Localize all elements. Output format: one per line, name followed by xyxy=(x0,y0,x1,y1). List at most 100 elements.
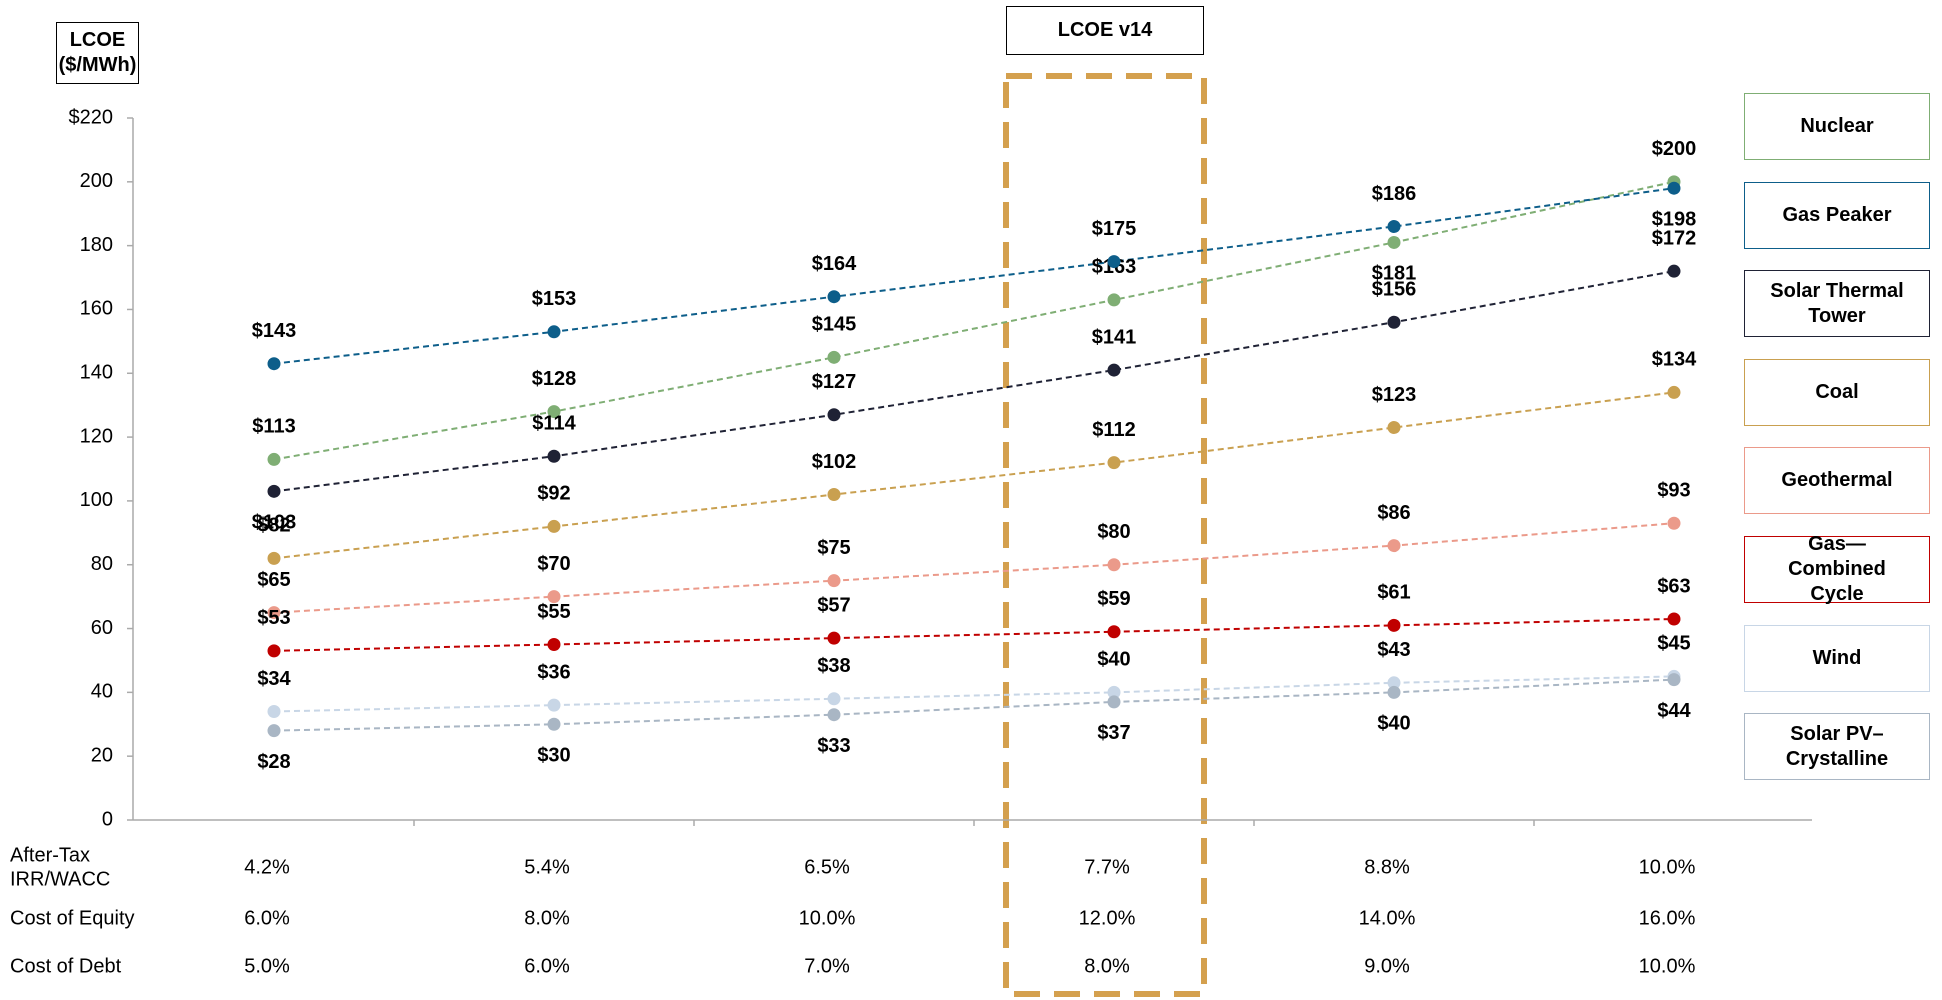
data-point xyxy=(547,698,561,712)
row-value: 9.0% xyxy=(1364,955,1410,977)
row-value: 7.0% xyxy=(804,955,850,977)
data-label: $45 xyxy=(1657,633,1690,655)
data-label: $33 xyxy=(817,735,850,757)
data-label: $172 xyxy=(1652,227,1697,249)
legend-item: Solar PV–Crystalline xyxy=(1744,713,1930,781)
row-value: 6.0% xyxy=(244,907,290,929)
data-label: $70 xyxy=(537,553,570,575)
row-label: IRR/WACC xyxy=(10,868,110,890)
data-label: $113 xyxy=(252,416,295,438)
y-axis-label: LCOE ($/MWh) xyxy=(56,22,139,84)
data-point xyxy=(827,692,841,706)
highlight-box xyxy=(1003,73,1207,997)
data-label: $28 xyxy=(257,751,290,773)
data-label: $63 xyxy=(1657,575,1690,597)
data-point xyxy=(1387,219,1401,233)
legend-item: Solar Thermal Tower xyxy=(1744,270,1930,338)
data-point xyxy=(1387,685,1401,699)
data-label: $143 xyxy=(252,320,297,342)
data-point xyxy=(547,405,561,419)
data-label: $164 xyxy=(812,253,857,275)
data-point xyxy=(1107,363,1121,377)
chart-title: LCOE v14 xyxy=(1006,6,1204,55)
data-point xyxy=(267,644,281,658)
legend-item: Coal xyxy=(1744,358,1930,426)
data-label: $36 xyxy=(537,661,570,683)
series-line xyxy=(273,180,1675,461)
row-value: 10.0% xyxy=(1639,955,1696,977)
data-label: $128 xyxy=(532,368,577,390)
data-point xyxy=(547,449,561,463)
data-point xyxy=(547,638,561,651)
data-label: $86 xyxy=(1377,502,1410,524)
y-tick-label: 140 xyxy=(80,362,113,384)
data-point xyxy=(267,724,281,738)
data-label: $82 xyxy=(257,515,290,537)
data-label: $34 xyxy=(257,668,291,690)
data-label: $43 xyxy=(1377,639,1410,661)
data-label: $181 xyxy=(1372,263,1417,285)
row-value: 6.0% xyxy=(524,955,570,977)
legend-item: Nuclear xyxy=(1744,93,1930,160)
row-value: 8.8% xyxy=(1364,856,1410,878)
data-point xyxy=(547,519,561,533)
data-point xyxy=(1667,516,1681,530)
data-point xyxy=(1387,235,1401,249)
y-tick-label: 20 xyxy=(91,744,113,766)
data-point xyxy=(1387,676,1401,690)
data-point xyxy=(1667,181,1681,195)
data-point xyxy=(1387,421,1401,435)
y-tick-label: 100 xyxy=(80,489,113,511)
data-label: $114 xyxy=(532,413,576,435)
legend-item: Wind xyxy=(1744,624,1930,692)
y-tick-label: 40 xyxy=(91,681,113,703)
y-tick-label: 120 xyxy=(80,425,113,447)
data-point xyxy=(1107,255,1121,269)
legend-item: Gas—Combined Cycle xyxy=(1744,533,1930,605)
data-label: $37 xyxy=(1097,722,1130,744)
data-label: $186 xyxy=(1372,183,1417,205)
data-label: $112 xyxy=(1092,419,1135,441)
row-value: 8.0% xyxy=(524,907,570,929)
data-point xyxy=(547,717,561,731)
data-label: $61 xyxy=(1377,582,1410,604)
data-point xyxy=(1107,456,1121,470)
row-label: Cost of Debt xyxy=(10,955,122,977)
data-point xyxy=(267,551,281,565)
data-point xyxy=(1387,618,1401,632)
data-label: $134 xyxy=(1652,349,1697,371)
data-label: $153 xyxy=(532,288,577,310)
data-point xyxy=(267,484,281,498)
row-value: 8.0% xyxy=(1084,955,1130,977)
data-label: $59 xyxy=(1097,588,1130,610)
series-line xyxy=(273,391,1675,560)
data-label: $141 xyxy=(1092,326,1137,348)
row-label: Cost of Equity xyxy=(10,907,135,929)
row-value: 4.2% xyxy=(244,856,290,878)
data-point xyxy=(1667,264,1681,278)
series-line xyxy=(273,675,1675,713)
legend-item: Geothermal xyxy=(1744,447,1930,515)
data-point xyxy=(1107,685,1121,699)
y-tick-label: 60 xyxy=(91,617,113,639)
data-point xyxy=(827,488,841,502)
y-tick-label: 180 xyxy=(80,234,113,256)
data-label: $44 xyxy=(1657,700,1691,722)
data-point xyxy=(267,606,281,620)
data-label: $40 xyxy=(1377,713,1410,735)
data-label: $93 xyxy=(1657,480,1690,502)
y-tick-label: 160 xyxy=(80,298,113,320)
data-label: $156 xyxy=(1372,278,1417,300)
data-point xyxy=(267,705,281,719)
row-value: 5.4% xyxy=(524,856,570,878)
y-tick-label: $220 xyxy=(69,106,114,128)
data-label: $200 xyxy=(1652,138,1697,160)
data-point xyxy=(1667,673,1681,687)
data-label: $145 xyxy=(812,314,857,336)
row-value: 7.7% xyxy=(1084,856,1130,878)
row-label: After-Tax xyxy=(10,844,90,866)
data-point xyxy=(267,452,281,466)
data-point xyxy=(827,631,841,645)
data-label: $53 xyxy=(257,607,290,629)
